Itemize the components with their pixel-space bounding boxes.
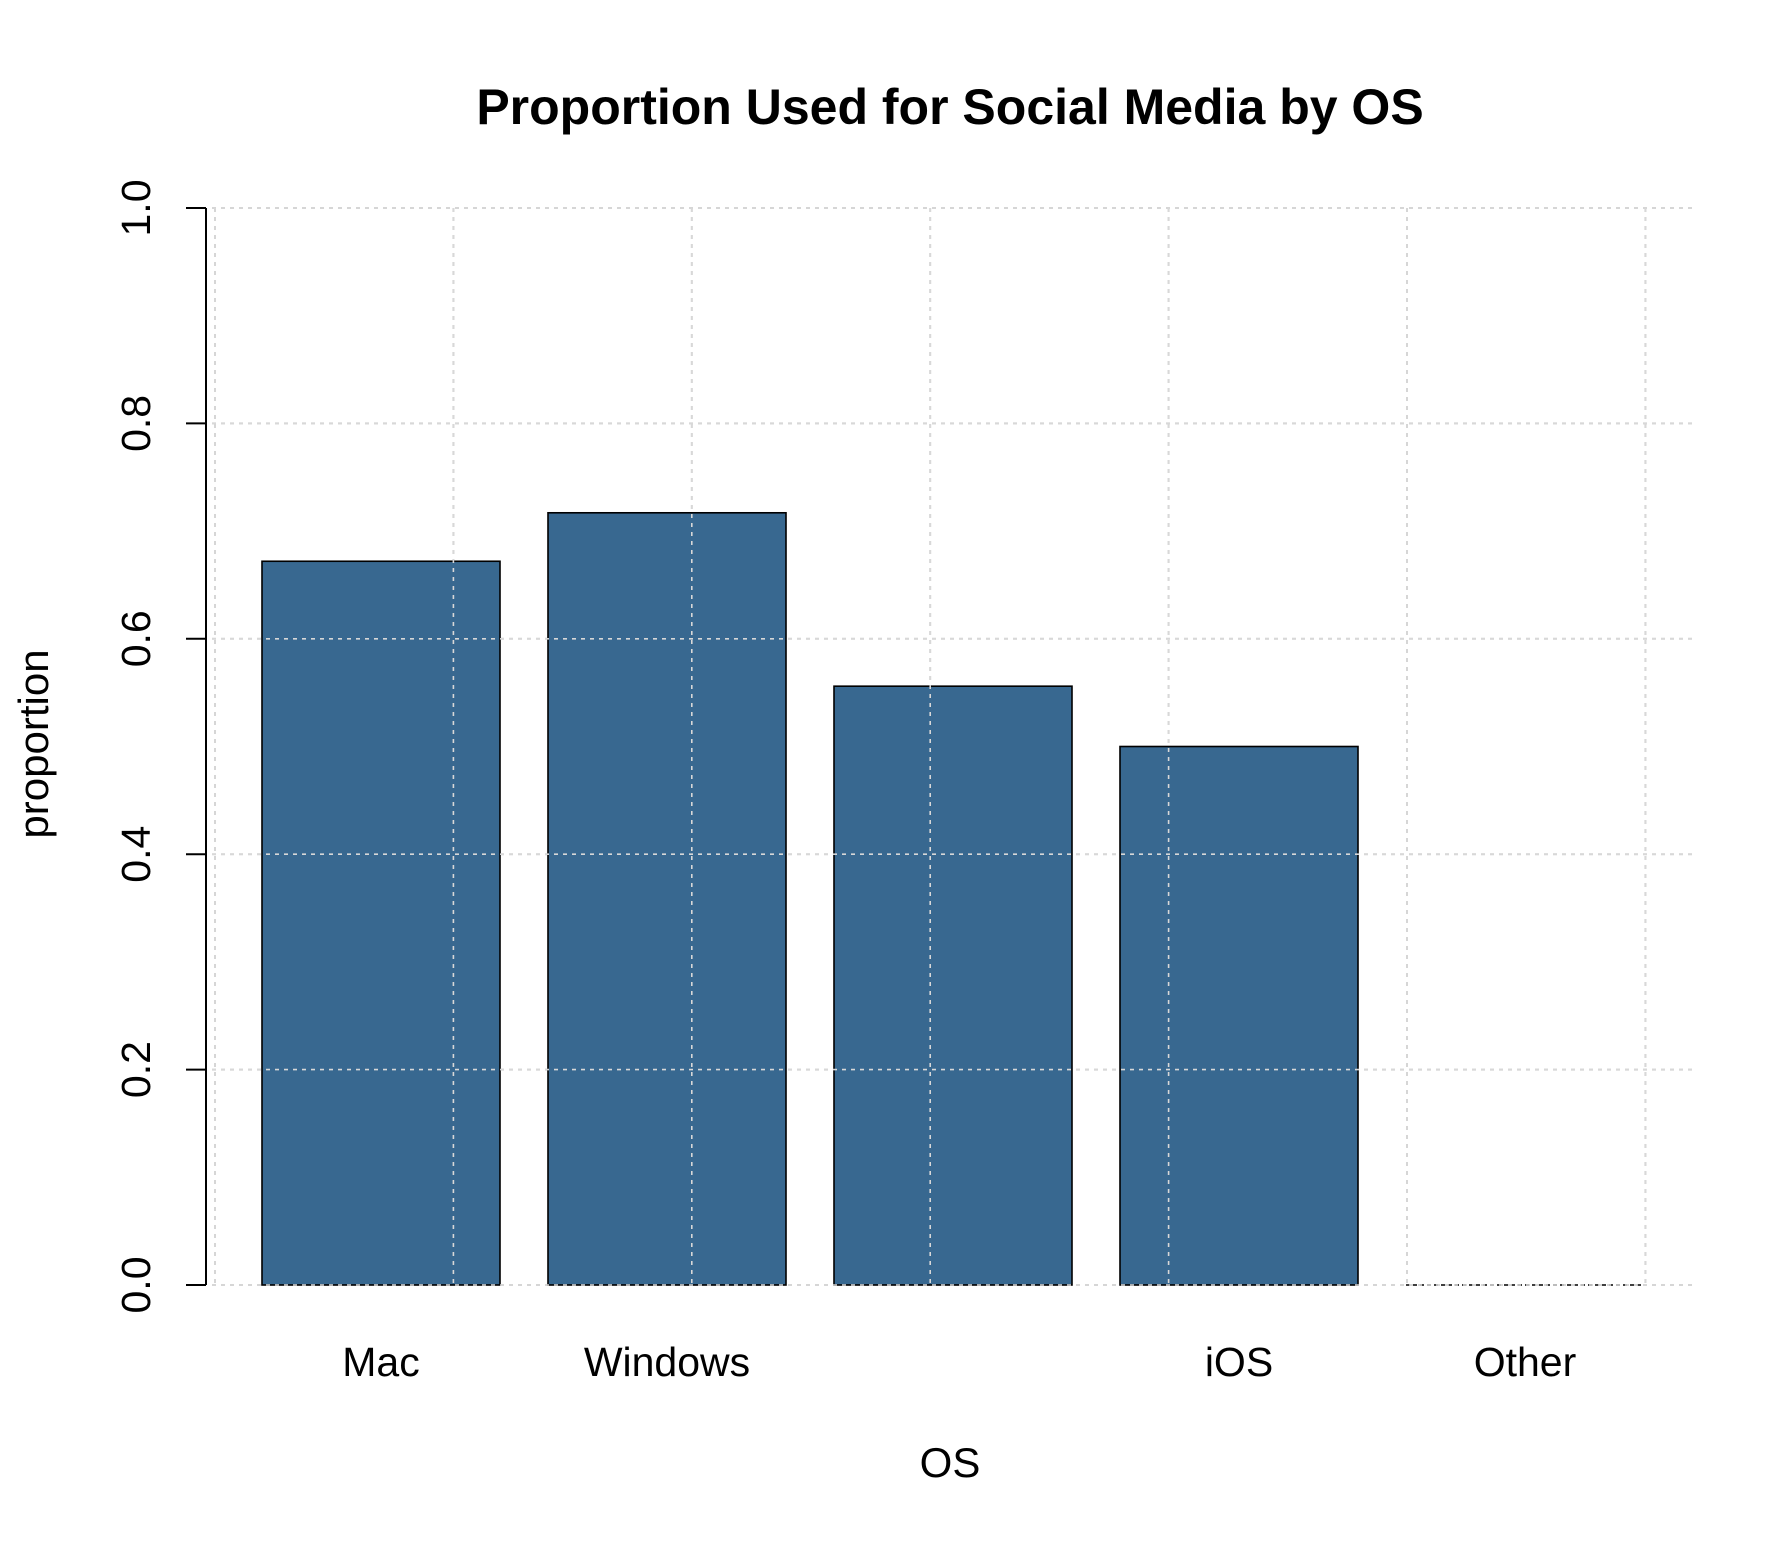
x-tick-label: Other xyxy=(1474,1339,1577,1385)
y-tick-label: 0.8 xyxy=(113,395,159,452)
x-tick-label: Windows xyxy=(584,1339,750,1385)
x-tick-label: Mac xyxy=(342,1339,419,1385)
bar-unlabeled xyxy=(833,685,1073,1286)
y-axis: 0.0 0.2 0.4 0.6 0.8 1.0 xyxy=(113,180,207,1314)
bar-ios xyxy=(1119,745,1359,1286)
y-tick-label: 0.0 xyxy=(113,1257,159,1314)
bar-mac xyxy=(261,560,501,1286)
y-tick-label: 0.6 xyxy=(113,610,159,667)
bar-windows xyxy=(547,511,787,1286)
y-tick-label: 0.4 xyxy=(113,826,159,883)
y-axis-title: proportion xyxy=(10,649,57,838)
x-axis-tick-labels: Mac Windows iOS Other xyxy=(342,1339,1576,1385)
bars-layer xyxy=(212,207,1694,1286)
y-tick-label: 0.2 xyxy=(113,1041,159,1098)
x-tick-label: iOS xyxy=(1205,1339,1273,1385)
x-axis-title: OS xyxy=(920,1439,981,1486)
y-tick-label: 1.0 xyxy=(113,180,159,237)
chart-title: Proportion Used for Social Media by OS xyxy=(476,79,1423,135)
